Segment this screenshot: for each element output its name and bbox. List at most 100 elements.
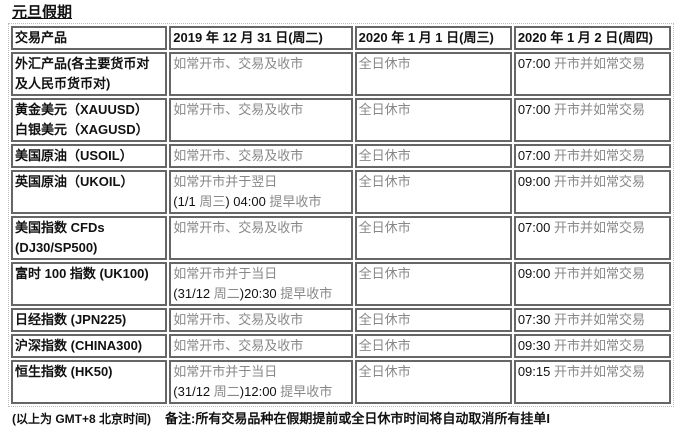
table-row: 美国指数 CFDs (DJ30/SP500) 如常开市、交易及收市 全日休市 07:00… bbox=[11, 216, 671, 260]
table-row: 沪深指数 (CHINA300) 如常开市、交易及收市 全日休市 09:30 开市并如常… bbox=[11, 334, 671, 358]
schedule-cell-d1: 如常开市并于当日 (31/12 周二)20:30 提早收市 bbox=[169, 262, 353, 306]
product-line: 富时 100 指数 (UK100) bbox=[15, 266, 149, 281]
schedule-line: 09:15 开市并如常交易 bbox=[518, 362, 667, 382]
schedule-cell-d2: 全日休市 bbox=[354, 334, 512, 358]
schedule-line: (31/12 周二)12:00 提早收市 bbox=[173, 382, 348, 402]
schedule-cell-d2: 全日休市 bbox=[354, 216, 512, 260]
schedule-text: 如常开市、交易及收市 bbox=[173, 148, 304, 163]
schedule-text: 07:30 bbox=[517, 312, 551, 327]
schedule-line: 如常开市、交易及收市 bbox=[173, 146, 348, 166]
schedule-text: (31/12 bbox=[173, 384, 214, 399]
schedule-cell-d2: 全日休市 bbox=[354, 98, 512, 142]
schedule-line: 09:00 开市并如常交易 bbox=[518, 172, 667, 192]
product-line: 美国指数 CFDs bbox=[15, 220, 105, 235]
schedule-text: 全日休市 bbox=[358, 266, 411, 281]
holiday-table-container: 交易产品 2019 年 12 月 31 日(周二) 2020 年 1 月 1 日… bbox=[8, 23, 674, 407]
schedule-text: 09:00 bbox=[517, 174, 551, 189]
product-line: 白银美元（XAGUSD） bbox=[15, 122, 149, 137]
product-cell: 外汇产品(各主要货币对 及人民币货币对) bbox=[11, 52, 168, 96]
schedule-cell-d2: 全日休市 bbox=[354, 52, 512, 96]
schedule-text: 如常开市、交易及收市 bbox=[173, 338, 304, 353]
schedule-cell-d3: 09:00 开市并如常交易 bbox=[513, 170, 671, 214]
product-cell: 沪深指数 (CHINA300) bbox=[11, 334, 168, 358]
schedule-text: 全日休市 bbox=[358, 338, 411, 353]
schedule-line: 如常开市、交易及收市 bbox=[173, 54, 348, 74]
schedule-cell-d1: 如常开市、交易及收市 bbox=[169, 308, 353, 332]
product-line: 及人民币货币对) bbox=[15, 76, 111, 91]
schedule-line: 如常开市、交易及收市 bbox=[173, 218, 348, 238]
schedule-cell-d1: 如常开市、交易及收市 bbox=[169, 216, 353, 260]
product-cell: 恒生指数 (HK50) bbox=[11, 360, 168, 404]
schedule-line: 全日休市 bbox=[359, 100, 508, 120]
product-line: 外汇产品(各主要货币对 bbox=[15, 56, 150, 71]
holiday-schedule-table: 交易产品 2019 年 12 月 31 日(周二) 2020 年 1 月 1 日… bbox=[9, 24, 673, 406]
schedule-text: 如常开市并于翌日 bbox=[173, 174, 278, 189]
schedule-text: )12:00 bbox=[239, 384, 281, 399]
schedule-cell-d2: 全日休市 bbox=[354, 144, 512, 168]
schedule-cell-d2: 全日休市 bbox=[354, 360, 512, 404]
schedule-line: 全日休市 bbox=[359, 54, 508, 74]
schedule-text: 09:15 bbox=[517, 364, 551, 379]
schedule-text: 全日休市 bbox=[358, 220, 411, 235]
schedule-line: 全日休市 bbox=[359, 362, 508, 382]
schedule-line: 如常开市并于当日 bbox=[173, 362, 348, 382]
table-row: 美国原油（USOIL） 如常开市、交易及收市 全日休市 07:00 开市并如常交易 bbox=[11, 144, 671, 168]
schedule-text: 全日休市 bbox=[358, 312, 411, 327]
product-line: 日经指数 (JPN225) bbox=[15, 312, 127, 327]
schedule-text: 提早收市 bbox=[269, 194, 322, 209]
schedule-text: 07:00 bbox=[517, 102, 551, 117]
schedule-text: 如常开市、交易及收市 bbox=[173, 220, 304, 235]
schedule-line: 全日休市 bbox=[359, 146, 508, 166]
table-row: 黄金美元（XAUUSD） 白银美元（XAGUSD） 如常开市、交易及收市 全日休市 07… bbox=[11, 98, 671, 142]
schedule-line: (1/1 周三) 04:00 提早收市 bbox=[173, 192, 348, 212]
product-cell: 美国原油（USOIL） bbox=[11, 144, 168, 168]
schedule-cell-d3: 07:00 开市并如常交易 bbox=[513, 144, 671, 168]
table-header-row: 交易产品 2019 年 12 月 31 日(周二) 2020 年 1 月 1 日… bbox=[11, 26, 671, 50]
schedule-text: 如常开市并于当日 bbox=[173, 364, 278, 379]
schedule-text: 如常开市并于当日 bbox=[173, 266, 278, 281]
header-jan2: 2020 年 1 月 2 日(周四) bbox=[513, 26, 671, 50]
schedule-cell-d3: 09:15 开市并如常交易 bbox=[513, 360, 671, 404]
schedule-text: 开市并如常交易 bbox=[550, 364, 645, 379]
schedule-text: 07:00 bbox=[517, 220, 551, 235]
schedule-text: 提早收市 bbox=[280, 286, 333, 301]
schedule-line: 全日休市 bbox=[359, 172, 508, 192]
schedule-text: 全日休市 bbox=[358, 56, 411, 71]
product-line: 黄金美元（XAUUSD） bbox=[15, 102, 148, 117]
schedule-cell-d1: 如常开市并于翌日 (1/1 周三) 04:00 提早收市 bbox=[169, 170, 353, 214]
schedule-line: 全日休市 bbox=[359, 336, 508, 356]
remark-note: 备注:所有交易品种在假期提前或全日休市时间将自动取消所有挂单I bbox=[165, 411, 550, 426]
schedule-text: 提早收市 bbox=[280, 384, 333, 399]
schedule-cell-d3: 09:00 开市并如常交易 bbox=[513, 262, 671, 306]
schedule-text: 开市并如常交易 bbox=[550, 56, 645, 71]
page-title: 元旦假期 bbox=[12, 5, 73, 21]
schedule-text: 如常开市、交易及收市 bbox=[173, 56, 304, 71]
schedule-cell-d1: 如常开市、交易及收市 bbox=[169, 52, 353, 96]
footnote: (以上为 GMT+8 北京时间) 备注:所有交易品种在假期提前或全日休市时间将自动… bbox=[12, 411, 550, 427]
schedule-text: 09:30 bbox=[517, 338, 551, 353]
schedule-line: 09:00 开市并如常交易 bbox=[518, 264, 667, 284]
schedule-line: 07:00 开市并如常交易 bbox=[518, 54, 667, 74]
product-cell: 英国原油（UKOIL） bbox=[11, 170, 168, 214]
schedule-text: 周二 bbox=[213, 384, 240, 399]
schedule-text: ) 04:00 bbox=[225, 194, 270, 209]
schedule-text: (1/1 bbox=[173, 194, 200, 209]
schedule-text: 07:00 bbox=[517, 56, 551, 71]
schedule-cell-d1: 如常开市、交易及收市 bbox=[169, 144, 353, 168]
schedule-line: 如常开市并于当日 bbox=[173, 264, 348, 284]
table-row: 外汇产品(各主要货币对 及人民币货币对) 如常开市、交易及收市 全日休市 07:00 开… bbox=[11, 52, 671, 96]
header-product: 交易产品 bbox=[11, 26, 168, 50]
schedule-text: 全日休市 bbox=[358, 148, 411, 163]
schedule-cell-d3: 07:00 开市并如常交易 bbox=[513, 216, 671, 260]
schedule-cell-d1: 如常开市、交易及收市 bbox=[169, 98, 353, 142]
product-line: 英国原油（UKOIL） bbox=[15, 174, 134, 189]
product-cell: 黄金美元（XAUUSD） 白银美元（XAGUSD） bbox=[11, 98, 168, 142]
product-cell: 日经指数 (JPN225) bbox=[11, 308, 168, 332]
schedule-line: 07:00 开市并如常交易 bbox=[518, 146, 667, 166]
schedule-line: 全日休市 bbox=[359, 310, 508, 330]
product-line: 恒生指数 (HK50) bbox=[15, 364, 113, 379]
schedule-line: 如常开市、交易及收市 bbox=[173, 336, 348, 356]
schedule-line: 如常开市、交易及收市 bbox=[173, 310, 348, 330]
header-dec31: 2019 年 12 月 31 日(周二) bbox=[169, 26, 353, 50]
